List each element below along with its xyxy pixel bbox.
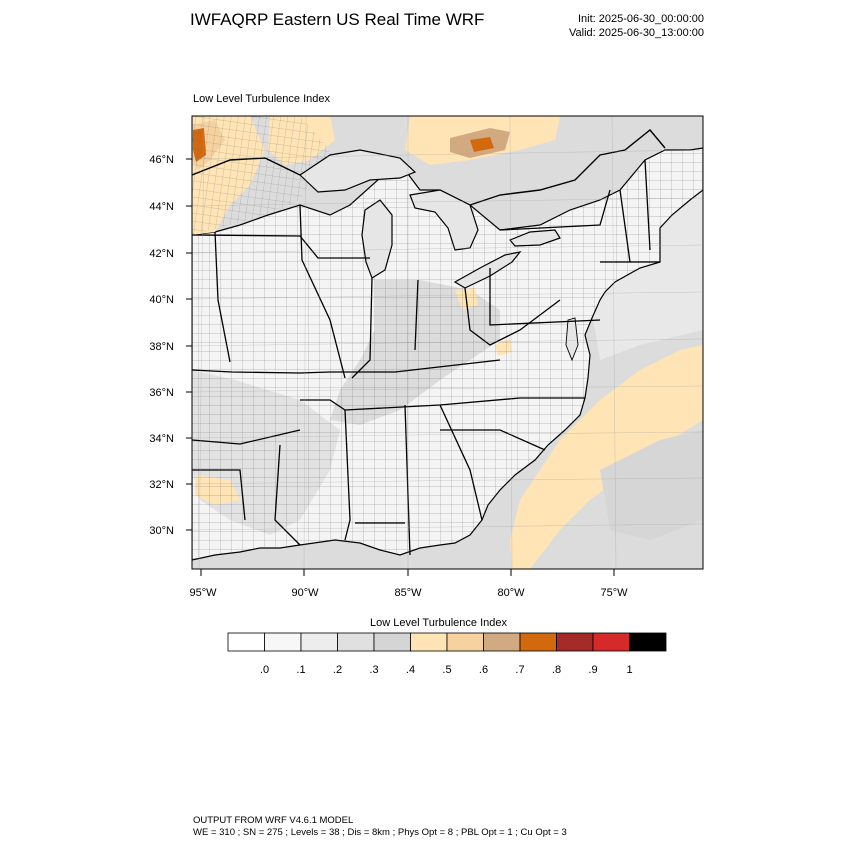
colorbar-box bbox=[446, 632, 484, 652]
turbulence-patch-atlantic-grey bbox=[600, 430, 703, 540]
lon-label-80: 80°W bbox=[497, 587, 525, 599]
panel-title: Low Level Turbulence Index bbox=[193, 93, 330, 105]
model-info-line-1: OUTPUT FROM WRF V4.6.1 MODEL bbox=[193, 815, 354, 826]
colorbar-tick-labels: .0 .1 .2 .3 .4 .5 .6 .7 .8 .9 1 bbox=[260, 664, 633, 676]
lon-label-85: 85°W bbox=[394, 587, 422, 599]
colorbar-tick-label: .5 bbox=[442, 664, 451, 676]
colorbar-box bbox=[592, 632, 630, 652]
lat-label-30: 30°N bbox=[149, 525, 174, 537]
lat-label-36: 36°N bbox=[149, 387, 174, 399]
state-boundaries bbox=[192, 159, 660, 556]
lake-superior bbox=[299, 149, 417, 193]
lat-label-34: 34°N bbox=[149, 433, 174, 445]
colorbar-box bbox=[337, 632, 375, 652]
colorbar-tick-label: .1 bbox=[296, 664, 305, 676]
colorbar-box bbox=[227, 632, 265, 652]
colorbar-box bbox=[264, 632, 302, 652]
lake-erie bbox=[453, 251, 522, 289]
colorbar-tick-label: .2 bbox=[333, 664, 342, 676]
map-area bbox=[192, 116, 703, 569]
init-time-label: Init: 2025-06-30_00:00:00 bbox=[578, 13, 704, 25]
colorbar-tick-label: .4 bbox=[406, 664, 415, 676]
valid-time-label: Valid: 2025-06-30_13:00:00 bbox=[569, 27, 704, 39]
lat-label-44: 44°N bbox=[149, 201, 174, 213]
lat-label-32: 32°N bbox=[149, 479, 174, 491]
colorbar-box bbox=[519, 632, 557, 652]
lat-label-46: 46°N bbox=[149, 154, 174, 166]
turbulence-patch-ontario-dark bbox=[470, 137, 494, 152]
colorbar-tick-label: .6 bbox=[479, 664, 488, 676]
lon-label-90: 90°W bbox=[291, 587, 319, 599]
colorbar-tick-label: 1 bbox=[626, 664, 632, 676]
colorbar-tick-label: .0 bbox=[260, 664, 269, 676]
colorbar-tick-label: .8 bbox=[552, 664, 561, 676]
colorbar-box bbox=[556, 632, 594, 652]
colorbar-tick-label: .9 bbox=[588, 664, 597, 676]
lat-label-38: 38°N bbox=[149, 341, 174, 353]
lake-huron bbox=[409, 189, 479, 251]
latitude-axis: 46°N 44°N 42°N 40°N 38°N 36°N 34°N 32°N … bbox=[149, 154, 192, 537]
colorbar-tick-label: .7 bbox=[515, 664, 524, 676]
international-border bbox=[192, 129, 666, 206]
colorbar-title: Low Level Turbulence Index bbox=[370, 617, 507, 629]
lat-label-42: 42°N bbox=[149, 248, 174, 260]
colorbar-tick-label: .3 bbox=[369, 664, 378, 676]
colorbar bbox=[227, 632, 667, 652]
lon-label-75: 75°W bbox=[600, 587, 628, 599]
colorbar-box bbox=[410, 632, 448, 652]
county-boundaries-northwest bbox=[192, 116, 330, 235]
model-info-line-2: WE = 310 ; SN = 275 ; Levels = 38 ; Dis … bbox=[193, 827, 567, 838]
plot-title: IWFAQRP Eastern US Real Time WRF bbox=[190, 10, 485, 29]
colorbar-box bbox=[300, 632, 338, 652]
longitude-axis: 95°W 90°W 85°W 80°W 75°W bbox=[189, 569, 628, 599]
turbulence-patch-atlantic bbox=[510, 345, 703, 569]
lon-label-95: 95°W bbox=[189, 587, 217, 599]
colorbar-box bbox=[373, 632, 411, 652]
colorbar-box bbox=[629, 632, 667, 652]
lat-label-40: 40°N bbox=[149, 294, 174, 306]
colorbar-box bbox=[483, 632, 521, 652]
lake-ontario bbox=[509, 229, 561, 247]
map-frame bbox=[191, 115, 704, 570]
